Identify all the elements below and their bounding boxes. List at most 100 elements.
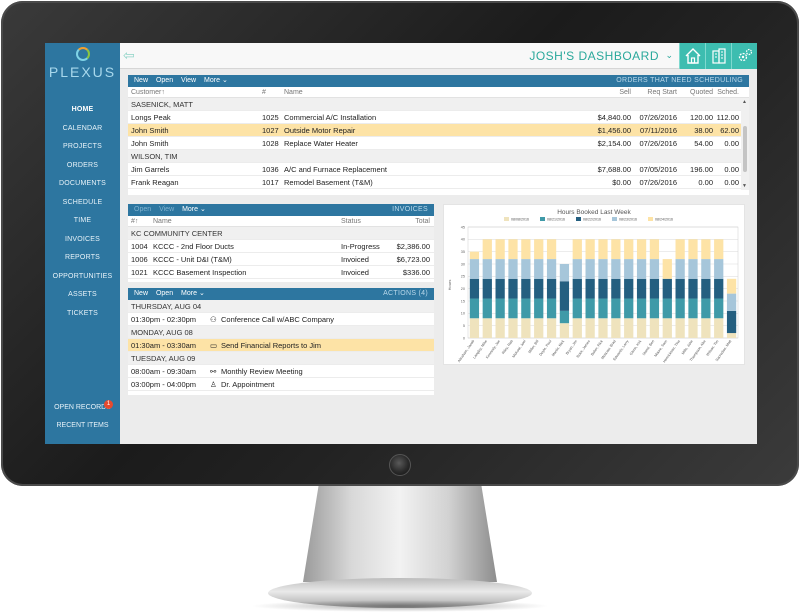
invoices-more-button[interactable]: More ⌄ [182,204,206,216]
x-tick-label: Rock, James [576,339,591,358]
sidebar-item-tickets[interactable]: TICKETS [67,309,98,317]
chevron-down-icon: ⌄ [221,77,228,84]
bar-segment [598,318,608,338]
x-tick-label: Miller, Bill [528,339,540,354]
orders-new-button[interactable]: New [134,77,149,84]
buildings-tile-button[interactable] [705,43,731,69]
orders-scrollbar[interactable]: ▲ ▼ [741,98,749,190]
col-name[interactable]: Name [284,89,303,96]
bar-segment [585,278,595,299]
y-tick-label: 40 [461,238,465,242]
sidebar-item-reports[interactable]: REPORTS [64,254,101,261]
actions-new-button[interactable]: New [134,290,149,297]
col-sell[interactable]: Sell [619,89,631,96]
col-customer[interactable]: Customer↑ [131,89,165,96]
bar-segment [662,278,672,299]
home-tile-button[interactable] [679,43,705,69]
col-quoted[interactable]: Quoted [690,89,713,96]
gears-icon [738,48,753,62]
chevron-down-icon[interactable]: ⌄ [665,50,673,60]
action-time: 01:30pm - 02:30pm [131,315,197,324]
invoices-group-row[interactable]: KC COMMUNITY CENTER [128,227,434,240]
actions-open-button[interactable]: Open [155,290,174,297]
settings-tile-button[interactable] [731,43,757,69]
chart-bars [469,239,737,338]
scroll-up-icon[interactable]: ▲ [742,99,747,105]
col-req-start[interactable]: Req Start [647,89,677,96]
sidebar-item-recent-items[interactable]: RECENT ITEMS [56,422,109,429]
x-tick-label: Bryan, Jim [565,339,578,355]
legend-label: 08/22/2016 [583,218,601,222]
bar-segment [521,278,531,299]
col-total[interactable]: Total [415,218,430,225]
sidebar-item-home[interactable]: HOME [71,106,94,113]
orders-open-button[interactable]: Open [155,77,174,84]
col-status[interactable]: Status [341,218,361,225]
orders-more-button[interactable]: More ⌄ [204,75,228,87]
cell-sched: 62.00 [720,126,739,135]
action-item[interactable]: 01:30am - 03:30am ▭ Send Financial Repor… [128,339,434,352]
sidebar-item-time[interactable]: TIME [73,217,92,224]
invoices-view-button[interactable]: View [159,206,175,213]
sidebar-item-invoices[interactable]: INVOICES [64,235,101,243]
bar-segment [726,278,737,294]
y-tick-label: 5 [463,324,465,328]
sidebar-item-orders[interactable]: ORDERS [66,161,99,169]
bar-segment [534,318,544,338]
sidebar-item-open-records[interactable]: OPEN RECORDS 1 [45,399,120,417]
cell-num: 1021 [131,268,148,277]
col-num[interactable]: # [262,89,266,96]
y-tick-label: 35 [461,250,465,254]
col-num[interactable]: #↑ [131,218,139,225]
table-row[interactable]: John Smith 1028 Replace Water Heater $2,… [128,137,749,150]
table-row[interactable]: Longs Peak 1025 Commercial A/C Installat… [128,111,749,124]
col-sched[interactable]: Sched. [717,89,739,96]
cell-sell: $2,154.00 [597,139,631,148]
bar-segment [624,239,634,260]
top-bar: ⇦ JOSH'S DASHBOARD ⌄ [120,43,757,69]
orders-group-row[interactable]: WILSON, TIM [128,150,749,163]
logo-text: PLEXUS [48,64,117,80]
orders-group-row[interactable]: SASENICK, MATT [128,98,749,111]
table-row[interactable]: 1006 KCCC - Unit D&I (T&M) Invoiced $6,7… [128,253,434,266]
action-item[interactable]: 08:00am - 09:30am ⚯ Monthly Review Meeti… [128,365,434,378]
bar-segment [701,259,711,279]
sidebar-item-documents[interactable]: DOCUMENTS [59,180,106,187]
scrollbar-thumb[interactable] [743,126,747,172]
scroll-down-icon[interactable]: ▼ [742,183,747,189]
bar-segment [572,259,582,279]
cell-customer: John Smith [131,126,169,135]
col-name[interactable]: Name [153,218,172,225]
bar-segment [636,318,647,338]
bar-segment [701,278,711,299]
bar-segment [688,259,698,279]
action-item[interactable]: 03:00pm - 04:00pm ♙ Dr. Appointment [128,378,434,391]
table-row[interactable]: Frank Reagan 1017 Remodel Basement (T&M)… [128,176,749,189]
invoices-open-button[interactable]: Open [134,206,152,213]
sidebar-item-schedule[interactable]: SCHEDULE [62,198,103,206]
table-row[interactable]: 1021 KCCC Basement Inspection Invoiced $… [128,266,434,279]
actions-more-button[interactable]: More ⌄ [181,288,205,300]
action-item[interactable]: 01:30pm - 02:30pm ⚇ Conference Call w/AB… [128,313,434,326]
table-row[interactable]: John Smith 1027 Outside Motor Repair $1,… [128,124,749,137]
table-row[interactable]: 1004 KCCC - 2nd Floor Ducts In-Progress … [128,240,434,253]
cell-total: $2,386.00 [396,242,430,251]
orders-view-button[interactable]: View [181,77,197,84]
bar-segment [559,281,570,311]
bar-segment [598,259,608,279]
table-row[interactable]: Jim Garrels 1036 A/C and Furnace Replace… [128,163,749,176]
sidebar-item-opportunities[interactable]: OPPORTUNITIES [52,272,113,280]
sidebar-item-assets[interactable]: ASSETS [68,291,97,298]
plexus-logo[interactable]: PLEXUS [45,46,120,86]
sidebar-item-calendar[interactable]: CALENDAR [62,124,103,132]
bar-segment [688,239,698,260]
cell-name: KCCC - 2nd Floor Ducts [153,242,234,251]
legend-swatch [648,217,653,221]
bar-segment [508,298,518,319]
bar-segment [469,278,480,299]
sidebar-item-projects[interactable]: PROJECTS [63,143,102,150]
day-label: TUESDAY, AUG 09 [131,354,196,363]
action-text: Monthly Review Meeting [221,367,303,376]
collapse-arrow-icon[interactable]: ⇦ [123,47,135,63]
dashboard-title[interactable]: JOSH'S DASHBOARD [529,49,659,63]
